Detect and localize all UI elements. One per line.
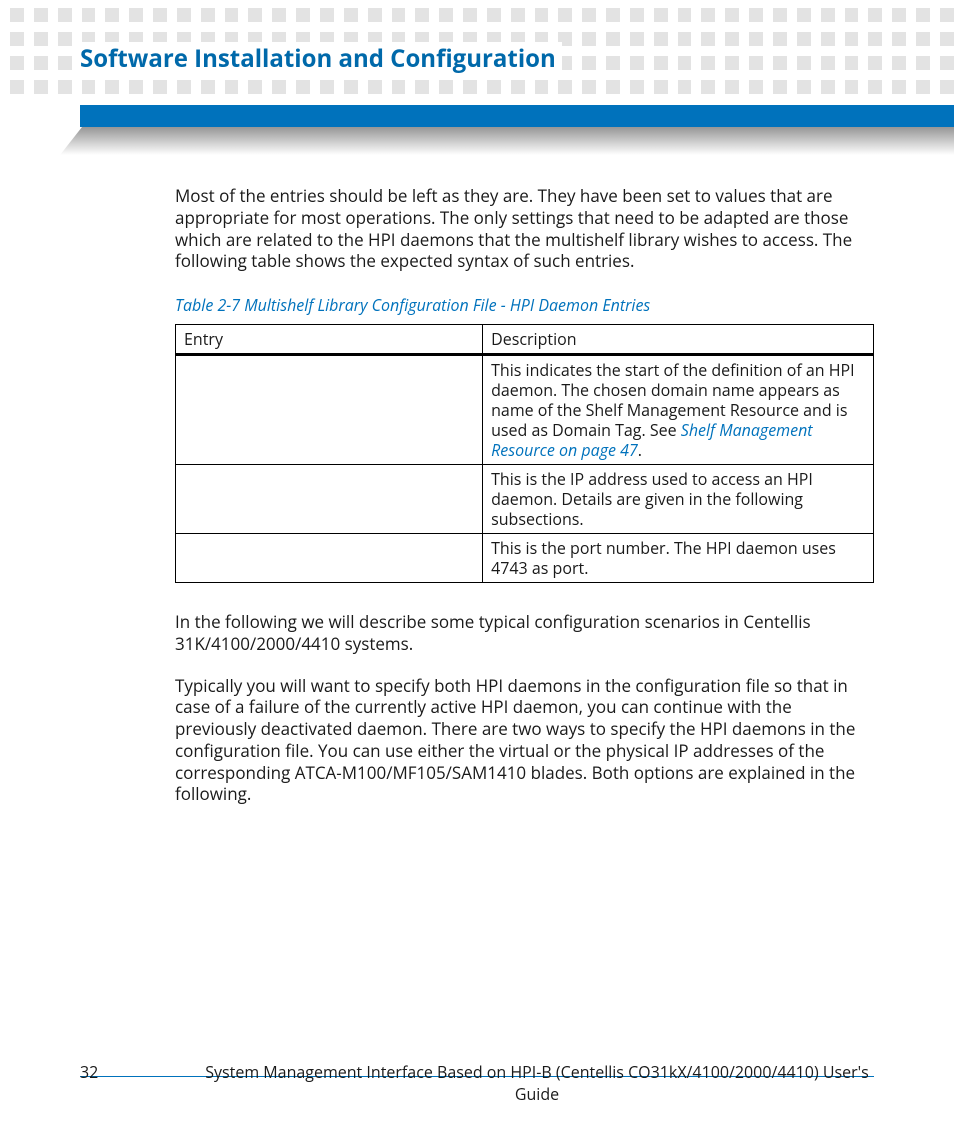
cell-description: This indicates the start of the definiti… [483, 355, 874, 465]
desc-text-post: . [638, 439, 642, 461]
table-row: This is the IP address used to access an… [176, 465, 874, 534]
hpi-daemon-table: Entry Description This indicates the sta… [175, 324, 874, 583]
cell-entry [176, 355, 483, 465]
table-row: This indicates the start of the definiti… [176, 355, 874, 465]
header-shadow [60, 127, 954, 155]
header-blue-bar [80, 105, 954, 127]
footer-text: System Management Interface Based on HPI… [200, 1061, 874, 1105]
cell-entry [176, 534, 483, 583]
paragraph-scenarios: In the following we will describe some t… [175, 611, 874, 655]
section-title: Software Installation and Configuration [80, 42, 562, 75]
cell-entry [176, 465, 483, 534]
cell-description: This is the IP address used to access an… [483, 465, 874, 534]
xref-page[interactable]: on page 47 [555, 439, 638, 461]
cell-description: This is the port number. The HPI daemon … [483, 534, 874, 583]
paragraph-intro: Most of the entries should be left as th… [175, 185, 874, 272]
table-caption: Table 2-7 Multishelf Library Configurati… [175, 294, 874, 316]
col-description: Description [483, 325, 874, 355]
paragraph-daemons: Typically you will want to specify both … [175, 675, 874, 806]
page-number: 32 [80, 1061, 120, 1083]
col-entry: Entry [176, 325, 483, 355]
table-header-row: Entry Description [176, 325, 874, 355]
page-content: Most of the entries should be left as th… [175, 185, 874, 825]
page-footer: 32 System Management Interface Based on … [80, 1061, 874, 1105]
table-row: This is the port number. The HPI daemon … [176, 534, 874, 583]
